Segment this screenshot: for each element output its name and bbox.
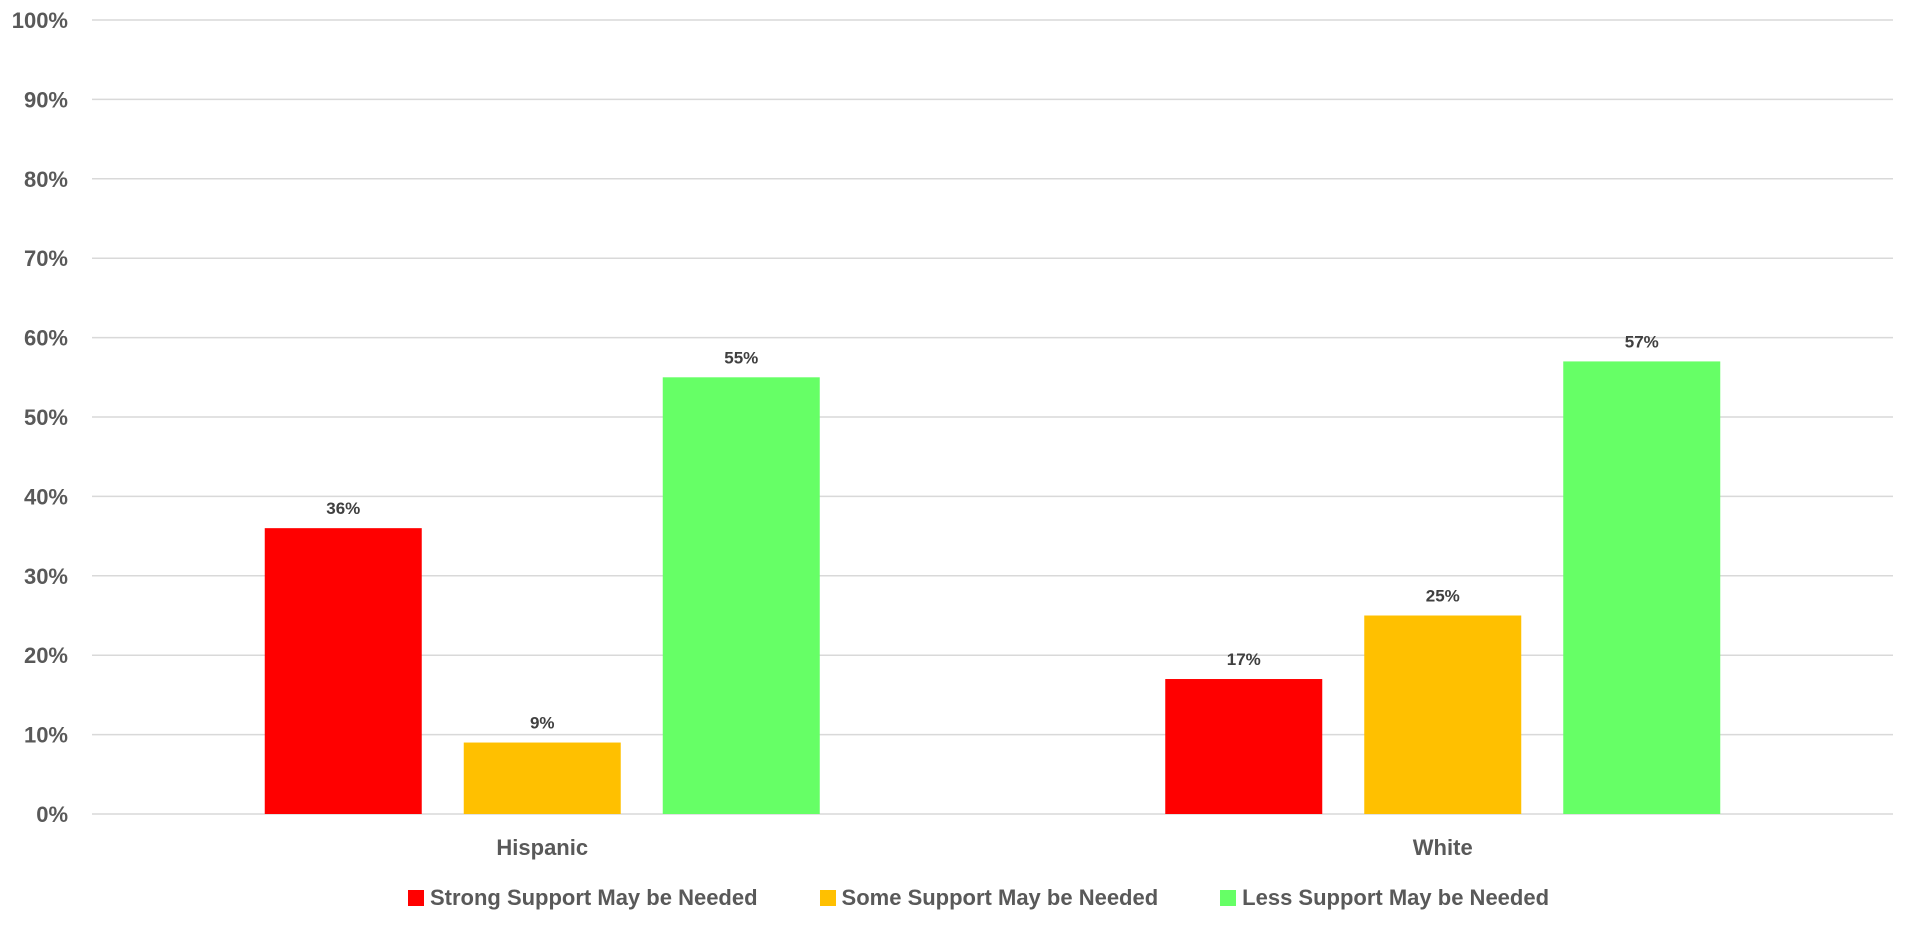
data-label: 25% xyxy=(1426,587,1460,606)
bar-white-2 xyxy=(1563,361,1721,814)
bar-hispanic-2 xyxy=(662,377,820,814)
legend-item-less-support: Less Support May be Needed xyxy=(1220,885,1549,911)
y-tick-label: 50% xyxy=(24,405,68,430)
bar-hispanic-1 xyxy=(463,742,621,814)
legend-label-less-support: Less Support May be Needed xyxy=(1242,885,1550,910)
legend-swatch-strong-support xyxy=(407,890,424,906)
y-tick-label: 80% xyxy=(24,167,68,192)
y-tick-label: 30% xyxy=(24,564,68,589)
x-category-label: Hispanic xyxy=(496,835,588,860)
y-tick-label: 20% xyxy=(24,643,68,668)
chart-svg: 0% 10% 20% 30% 40% 50% 60% 70% 80% 90% 100% 36% 9% 5… xyxy=(12,8,1893,860)
y-tick-label: 70% xyxy=(24,246,68,271)
y-tick-label: 60% xyxy=(24,326,68,351)
x-axis-category-labels: Hispanic White xyxy=(496,835,1472,860)
x-category-label: White xyxy=(1413,835,1473,860)
data-label: 17% xyxy=(1227,650,1261,669)
bar-white-0 xyxy=(1165,679,1323,814)
legend-label-strong-support: Strong Support May be Needed xyxy=(429,885,758,910)
y-tick-label: 100% xyxy=(12,8,68,33)
bars xyxy=(264,361,1721,814)
legend-item-some-support: Some Support May be Needed xyxy=(819,885,1159,911)
legend-swatch-some-support xyxy=(819,890,836,906)
legend-label-some-support: Some Support May be Needed xyxy=(841,885,1159,910)
y-tick-label: 0% xyxy=(36,802,68,827)
legend-swatch-less-support xyxy=(1220,890,1237,906)
y-tick-label: 40% xyxy=(24,484,68,509)
y-tick-label: 10% xyxy=(24,723,68,748)
bar-hispanic-0 xyxy=(264,528,422,814)
y-axis-tick-labels: 0% 10% 20% 30% 40% 50% 60% 70% 80% 90% 100% xyxy=(12,8,68,827)
legend: Strong Support May be Needed Some Suppor… xyxy=(0,878,1907,918)
data-label: 9% xyxy=(530,714,555,733)
bar-white-1 xyxy=(1364,615,1522,814)
y-tick-label: 90% xyxy=(24,87,68,112)
legend-item-strong-support: Strong Support May be Needed xyxy=(407,885,758,911)
data-label: 55% xyxy=(724,348,758,367)
data-label: 57% xyxy=(1625,332,1659,351)
data-labels: 36% 9% 55% 17% 25% 57% xyxy=(326,332,1659,732)
data-label: 36% xyxy=(326,499,360,518)
